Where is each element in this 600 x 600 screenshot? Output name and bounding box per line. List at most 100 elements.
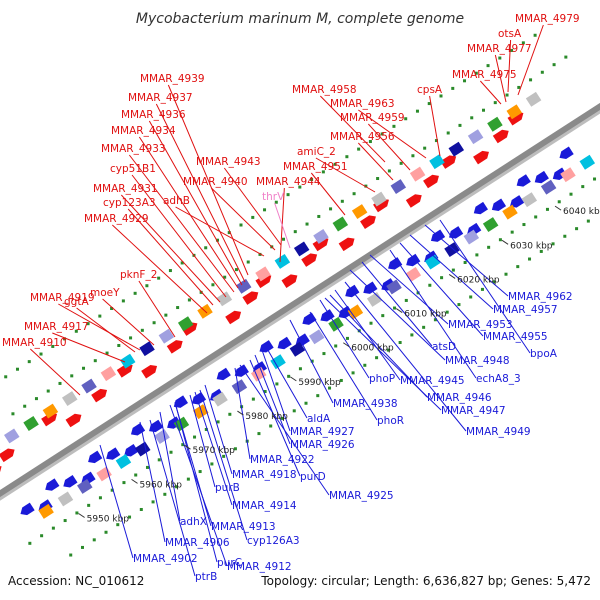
label-leader [211, 187, 276, 251]
guide-dot [446, 131, 450, 135]
label-leader [264, 344, 308, 419]
gene-label-phop: phoP [369, 373, 395, 385]
guide-dot [34, 397, 38, 401]
guide-dot [364, 184, 368, 188]
label-leader [120, 194, 221, 303]
reverse-gene [173, 395, 189, 408]
annotation-tile [409, 166, 426, 182]
guide-dot [475, 253, 479, 257]
guide-dot [164, 313, 168, 317]
label-leader [324, 297, 442, 411]
guide-dot [410, 333, 414, 337]
label-leader [367, 123, 411, 171]
guide-dot [404, 117, 408, 121]
kbp-tick-label: 5950 kbp [87, 515, 130, 525]
guide-dot [505, 93, 509, 97]
reverse-gene [124, 444, 139, 457]
guide-dot [345, 155, 349, 159]
annotation-tile [371, 191, 387, 207]
guide-dot [152, 321, 156, 325]
gene-label-mmar-4917: MMAR_4917 [24, 321, 89, 333]
guide-dot [457, 303, 461, 307]
kbp-ticks: 5950 kbp 5960 kbp 5970 kbp 5980 kbp 5990 kbp… [78, 205, 600, 525]
forward-gene [405, 194, 422, 208]
gene-label-atsd: atsD [432, 341, 456, 353]
guide-dot [480, 287, 484, 291]
reverse-gene [345, 284, 360, 298]
guide-dot [322, 352, 326, 356]
gene-label-mmar-4936: MMAR_4936 [121, 109, 186, 121]
guide-dot [393, 306, 397, 310]
guide-dot [376, 177, 380, 181]
label-leader [361, 261, 433, 347]
gene-label-echa8-3: echA8_3 [476, 373, 521, 385]
guide-dot [533, 33, 537, 37]
guide-dot [529, 78, 533, 82]
guide-dot [46, 389, 50, 393]
guide-dot [352, 192, 356, 196]
annotation-tile [293, 241, 310, 257]
gene-label-mmar-4922: MMAR_4922 [250, 454, 315, 466]
annotation-tile [540, 179, 557, 195]
guide-dot [586, 219, 590, 223]
gene-label-mmar-4943: MMAR_4943 [196, 156, 261, 168]
guide-dot [298, 185, 302, 189]
gene-label-cpsa: cpsA [417, 84, 443, 96]
label-leader [138, 136, 239, 289]
label-leader [223, 167, 282, 246]
forward-gene [492, 129, 509, 144]
forward-gene [338, 237, 355, 252]
kbp-tick-label: 5960 kbp [140, 480, 183, 490]
gene-label-moey: moeY [90, 287, 120, 299]
guide-dot [211, 283, 215, 287]
forward-gene [116, 364, 133, 378]
guide-dot [75, 511, 79, 515]
forward-gene [440, 155, 457, 169]
guide-dot [169, 450, 173, 454]
guide-dot [234, 268, 238, 272]
guide-dot [422, 325, 426, 329]
guide-dot [404, 298, 408, 302]
gene-label-pknf-2: pknF_2 [120, 269, 157, 281]
annotation-tile [250, 366, 267, 382]
reverse-gene [106, 447, 121, 460]
forward-gene [0, 465, 2, 479]
guide-dot [87, 503, 91, 507]
guide-dot [316, 394, 320, 398]
guide-dot [216, 420, 220, 424]
annotation-tile [467, 129, 484, 145]
label-leader [357, 142, 394, 181]
guide-dot [74, 329, 78, 333]
guide-dot [451, 268, 455, 272]
guide-dot [399, 161, 403, 165]
guide-dot [227, 231, 231, 235]
guide-dot [375, 356, 379, 360]
reverse-gene [473, 201, 488, 215]
guide-dot [569, 192, 573, 196]
forward-gene [423, 174, 439, 189]
guide-dot [428, 283, 432, 287]
guide-dot [186, 477, 190, 481]
annotation-tile [212, 391, 228, 407]
kbp-tick-label: 6000 kbp [351, 344, 394, 354]
guide-dot [481, 108, 485, 112]
guide-dot [493, 101, 497, 105]
label-leader [329, 294, 428, 398]
guide-dot [492, 280, 496, 284]
gene-label-phor: phoR [377, 415, 404, 427]
guide-dot [11, 412, 15, 416]
guide-dot [199, 290, 203, 294]
guide-dot [345, 336, 349, 340]
annotation-tile [308, 329, 325, 345]
guide-dot [82, 366, 86, 370]
label-leader [128, 154, 235, 293]
gene-label-ggta: ggtA [64, 296, 89, 308]
guide-dot [92, 538, 96, 542]
annotation-tile [158, 328, 175, 344]
guide-dot [498, 56, 502, 60]
guide-dot [263, 208, 267, 212]
guide-dot [122, 481, 126, 485]
gene-label-mmar-4919: MMAR_4919 [30, 292, 95, 304]
annotation-tile [579, 154, 596, 170]
guide-dot [458, 123, 462, 127]
